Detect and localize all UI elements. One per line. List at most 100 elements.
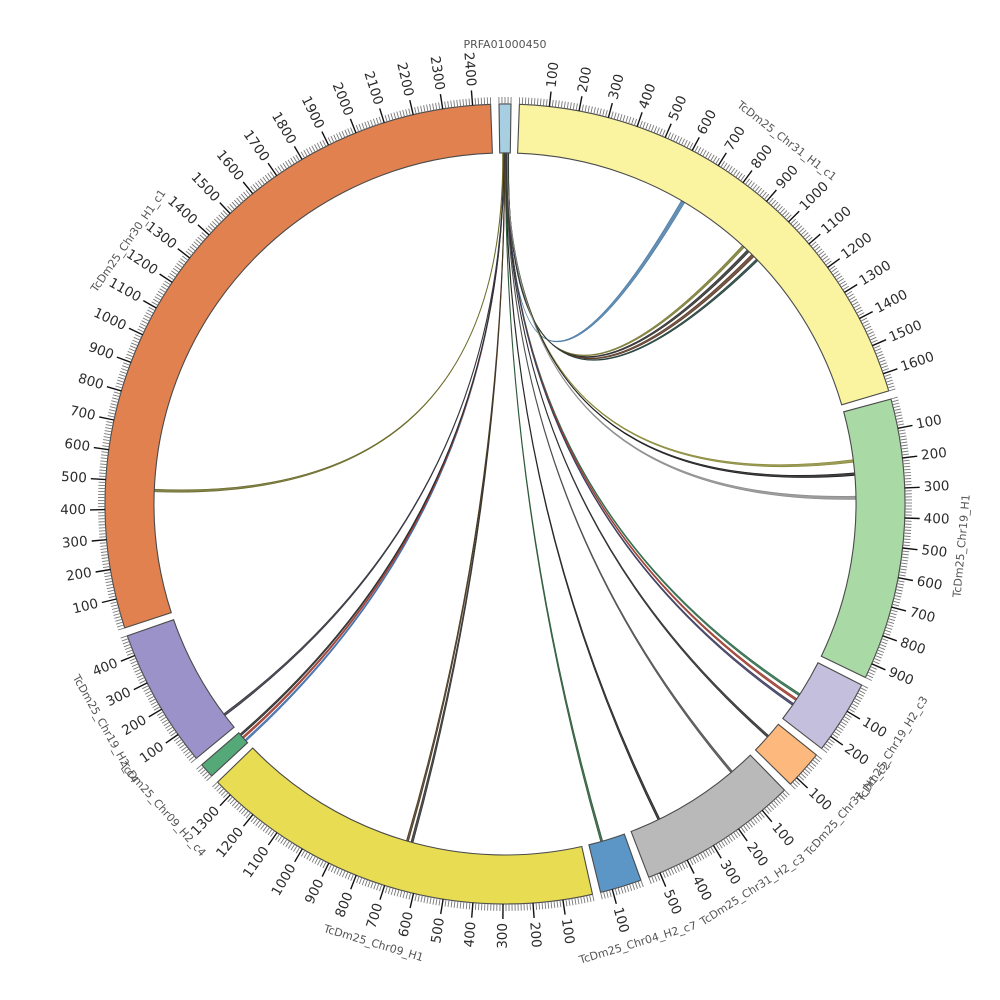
minor-tick <box>432 897 435 905</box>
major-tick <box>548 91 552 107</box>
minor-tick <box>213 218 220 225</box>
minor-tick <box>370 881 374 889</box>
minor-tick <box>262 176 268 183</box>
tick-label: 2400 <box>460 52 479 88</box>
tick-label: 1300 <box>143 219 180 253</box>
minor-tick <box>160 285 168 291</box>
minor-tick <box>616 113 620 121</box>
minor-tick <box>222 210 229 216</box>
minor-tick <box>626 884 630 892</box>
minor-tick <box>756 187 763 194</box>
tick-label: 200 <box>65 565 93 585</box>
minor-tick <box>568 898 571 906</box>
tick-label: 1100 <box>106 275 144 306</box>
tick-label: 200 <box>920 445 947 464</box>
minor-tick <box>147 309 154 314</box>
minor-tick <box>897 580 905 583</box>
minor-tick <box>823 745 830 751</box>
minor-tick <box>581 104 584 112</box>
minor-tick <box>262 825 268 832</box>
minor-tick <box>715 157 720 165</box>
minor-tick <box>103 436 111 439</box>
minor-tick <box>196 764 202 770</box>
minor-tick <box>426 104 429 112</box>
minor-tick <box>902 544 910 547</box>
minor-tick <box>662 871 666 879</box>
minor-tick <box>605 109 608 117</box>
minor-tick <box>712 156 718 163</box>
minor-tick <box>250 816 256 823</box>
major-tick <box>788 210 800 223</box>
minor-tick <box>613 112 617 120</box>
tick-label: 1200 <box>213 824 247 861</box>
minor-tick <box>877 649 885 653</box>
minor-tick <box>131 663 139 668</box>
minor-tick <box>176 263 183 268</box>
minor-tick <box>241 808 247 815</box>
major-tick <box>267 832 278 846</box>
minor-tick <box>220 212 227 218</box>
minor-tick <box>163 721 170 727</box>
minor-tick <box>99 466 107 469</box>
minor-tick <box>590 106 593 114</box>
minor-tick <box>127 652 134 656</box>
tick-label: 500 <box>61 469 88 487</box>
minor-tick <box>364 121 368 129</box>
minor-tick <box>105 427 113 430</box>
minor-tick <box>153 298 160 304</box>
minor-tick <box>420 895 423 903</box>
minor-tick <box>639 120 643 128</box>
tick-label: 200 <box>119 712 149 739</box>
minor-tick <box>837 278 845 283</box>
minor-tick <box>429 103 432 111</box>
minor-tick <box>870 666 878 670</box>
major-tick <box>90 478 106 481</box>
minor-tick <box>802 232 809 238</box>
minor-tick <box>653 874 658 882</box>
minor-tick <box>884 373 891 378</box>
tick-label: 1600 <box>899 349 937 375</box>
minor-tick <box>122 641 130 645</box>
minor-tick <box>162 283 170 288</box>
minor-tick <box>727 166 733 173</box>
major-tick <box>664 123 672 138</box>
major-tick <box>99 416 115 421</box>
minor-tick <box>796 225 803 231</box>
tick-label: 1700 <box>240 127 273 164</box>
minor-tick <box>169 273 176 278</box>
minor-tick <box>102 566 110 569</box>
minor-tick <box>243 191 249 198</box>
minor-tick <box>694 855 699 863</box>
major-tick <box>659 872 667 887</box>
major-tick <box>267 162 278 176</box>
minor-tick <box>854 697 862 703</box>
minor-tick <box>596 107 599 115</box>
minor-tick <box>384 114 388 122</box>
minor-tick <box>903 541 911 544</box>
minor-tick <box>117 379 125 383</box>
minor-tick <box>311 855 316 863</box>
minor-tick <box>694 145 699 153</box>
minor-tick <box>707 153 712 160</box>
minor-tick <box>426 896 429 904</box>
minor-tick <box>153 706 161 711</box>
minor-tick <box>367 120 371 128</box>
major-tick <box>844 283 858 293</box>
minor-tick <box>393 888 397 896</box>
minor-tick <box>530 97 533 105</box>
minor-tick <box>267 173 273 180</box>
minor-tick <box>763 193 770 200</box>
minor-tick <box>390 887 394 895</box>
minor-tick <box>402 891 406 899</box>
minor-tick <box>100 457 108 460</box>
minor-tick <box>265 827 270 834</box>
minor-tick <box>661 129 666 137</box>
minor-tick <box>453 100 456 108</box>
minor-tick <box>821 255 828 261</box>
minor-tick <box>151 301 159 306</box>
major-tick <box>293 146 303 160</box>
minor-tick <box>645 122 649 130</box>
minor-tick <box>798 227 805 234</box>
major-tick <box>532 902 535 919</box>
minor-tick <box>117 627 125 631</box>
